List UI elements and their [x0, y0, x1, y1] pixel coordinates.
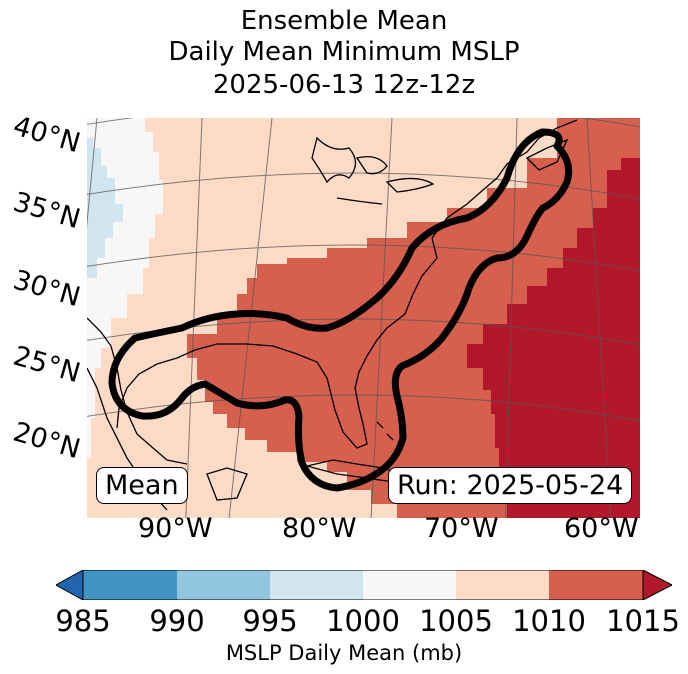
- colorbar-extend-low: [56, 570, 84, 600]
- lat-label-35n: 35°N: [9, 186, 84, 236]
- colorbar-segment-985-990: [83, 570, 177, 600]
- lat-label-30n: 30°N: [9, 264, 84, 314]
- colorbar-tick-1000: 1000: [326, 604, 400, 638]
- colorbar-tick-995: 995: [242, 604, 298, 638]
- lon-label-90w: 90°W: [138, 513, 213, 544]
- colorbar-tick-1005: 1005: [419, 604, 493, 638]
- colorbar-extend-high: [642, 570, 672, 600]
- mean-badge: Mean: [96, 467, 188, 504]
- title-line-1: Ensemble Mean: [240, 6, 448, 36]
- lat-label-25n: 25°N: [9, 340, 84, 390]
- parallel-20N: [87, 394, 640, 422]
- colorbar-segment-1005-1010: [456, 570, 549, 600]
- colorbar: [56, 570, 672, 600]
- colorbar-segment-1010-1015: [549, 570, 643, 600]
- colorbar-tick-985: 985: [55, 604, 111, 638]
- parallel-30N: [87, 244, 640, 272]
- title-line-3: 2025-06-13 12z-12z: [212, 70, 476, 100]
- title-line-2: Daily Mean Minimum MSLP: [168, 37, 520, 67]
- colorbar-frame: [82, 570, 644, 600]
- map-panel: [87, 118, 640, 518]
- field-995-1000: [87, 138, 123, 278]
- meridian-80W-b: [228, 118, 273, 518]
- mexico-coast: [87, 317, 188, 465]
- colorbar-segment-990-995: [177, 570, 270, 600]
- yucatan: [206, 467, 248, 501]
- great-lakes: [311, 136, 435, 205]
- run-date-badge: Run: 2025-05-24: [388, 467, 633, 504]
- meridian-80W: [185, 118, 203, 518]
- lon-label-60w: 60°W: [564, 513, 639, 544]
- bahamas: [376, 421, 394, 441]
- lat-label-20n: 20°N: [9, 416, 84, 466]
- colorbar-segment-995-1000: [270, 570, 363, 600]
- colorbar-label: MSLP Daily Mean (mb): [225, 641, 463, 665]
- lon-label-70w: 70°W: [424, 513, 499, 544]
- colorbar-tick-1010: 1010: [512, 604, 586, 638]
- colorbar-tick-1015: 1015: [606, 604, 680, 638]
- field-above-1015: [467, 158, 640, 518]
- meridian-90W: [87, 118, 98, 229]
- meridian-70W: [370, 118, 393, 518]
- coastlines: [87, 119, 578, 511]
- lon-label-80w: 80°W: [282, 513, 357, 544]
- colorbar-tick-990: 990: [149, 604, 205, 638]
- us-atlantic-coast: [116, 237, 438, 449]
- lat-label-40n: 40°N: [9, 110, 84, 160]
- parallel-35N: [87, 172, 640, 200]
- colorbar-segment-1000-1005: [363, 570, 456, 600]
- contour-1010: [108, 128, 573, 492]
